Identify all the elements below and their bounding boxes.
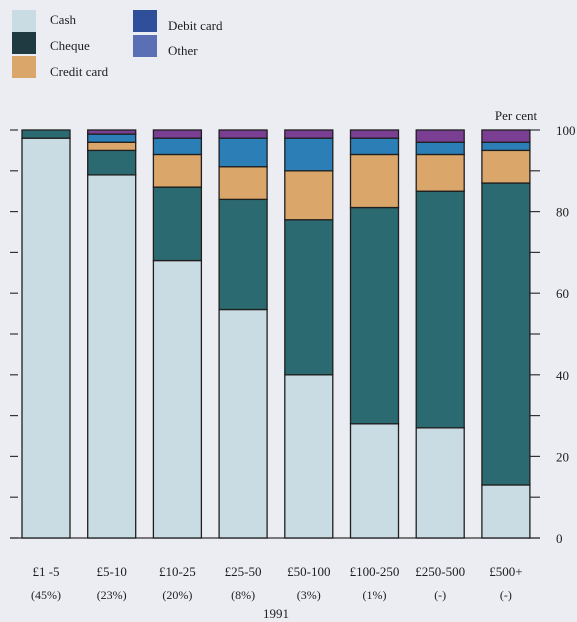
bar-250-500-other [415,129,465,143]
bar-50-100-debit-card [284,137,334,172]
bar-1-5-cash [21,137,71,539]
legend-swatch-credit-card [12,56,36,78]
bar-10-25-debit-card [152,137,203,156]
x-tick-share-1-5: (45%) [31,588,61,602]
bars [21,129,531,539]
bar-100-250-debit-card [349,137,400,156]
y-tick-label-100: 100 [556,123,576,138]
bar-250-500-credit-card [415,153,465,192]
bar-500-cheque [481,182,531,486]
bar-100-250-cash [349,423,400,539]
legend-label-credit-card: Credit card [50,64,109,79]
x-tick-share-5-10: (23%) [97,588,127,602]
bar-50-100-credit-card [284,170,334,221]
bar-25-50-credit-card [218,166,268,201]
y-tick-label-80: 80 [556,205,569,220]
x-tick-share-500: (-) [500,588,512,602]
legend: Cash Cheque Credit card Debit card Other [12,10,223,79]
bar-10-25-other [152,129,203,139]
bar-250-500-debit-card [415,141,465,156]
x-axis-label: 1991 [263,606,289,621]
x-tick-label-25-50: £25-50 [225,564,262,579]
x-tick-share-100-250: (1%) [363,588,387,602]
y-tick-label-60: 60 [556,286,569,301]
x-tick-label-250-500: £250-500 [415,564,465,579]
x-tick-labels: £1 -5 (45%) £5-10 (23%) £10-25 (20%) £25-50 (8%… [31,564,523,602]
bar-25-50-other [218,129,268,139]
bar-5-10-cash [87,174,137,539]
x-tick-share-50-100: (3%) [297,588,321,602]
bar-10-25-cash [152,259,203,539]
bar-50-100-cheque [284,219,334,376]
bar-500-other [481,129,531,143]
x-tick-label-100-250: £100-250 [350,564,400,579]
x-tick-label-1-5: £1 -5 [32,564,59,579]
bar-1-5-cheque [21,129,71,139]
bar-500-credit-card [481,149,531,184]
bar-100-250-other [349,129,400,139]
x-tick-share-25-50: (8%) [231,588,255,602]
bar-500-cash [481,484,531,539]
bar-250-500-cheque [415,190,465,429]
legend-label-cash: Cash [50,12,77,27]
legend-swatch-cash [12,10,36,32]
bar-10-25-cheque [152,186,203,262]
bar-10-25-credit-card [152,153,203,188]
bar-100-250-cheque [349,206,400,425]
x-tick-label-10-25: £10-25 [159,564,196,579]
bar-100-250-credit-card [349,153,400,209]
legend-swatch-other [133,35,157,57]
y-tick-label-40: 40 [556,368,569,383]
legend-swatch-cheque [12,32,36,54]
bar-5-10-credit-card [87,141,137,152]
bar-5-10-debit-card [87,133,137,143]
x-tick-label-500: £500+ [489,564,522,579]
legend-label-debit-card: Debit card [168,18,223,33]
bar-5-10-cheque [87,149,137,176]
x-tick-label-5-10: £5-10 [97,564,127,579]
bar-25-50-cheque [218,198,268,311]
y-tick-label-0: 0 [556,531,563,546]
legend-label-cheque: Cheque [50,38,90,53]
legend-swatch-debit-card [133,10,157,32]
bar-500-debit-card [481,141,531,152]
bar-25-50-cash [218,308,268,539]
bar-50-100-cash [284,374,334,539]
y-axis-label: Per cent [495,108,538,123]
bar-25-50-debit-card [218,137,268,168]
x-tick-label-50-100: £50-100 [287,564,330,579]
legend-label-other: Other [168,43,198,58]
x-tick-share-10-25: (20%) [162,588,192,602]
bar-5-10-other [87,129,137,135]
bar-250-500-cash [415,427,465,539]
bar-50-100-other [284,129,334,139]
x-tick-share-250-500: (-) [434,588,446,602]
y-tick-label-20: 20 [556,449,569,464]
